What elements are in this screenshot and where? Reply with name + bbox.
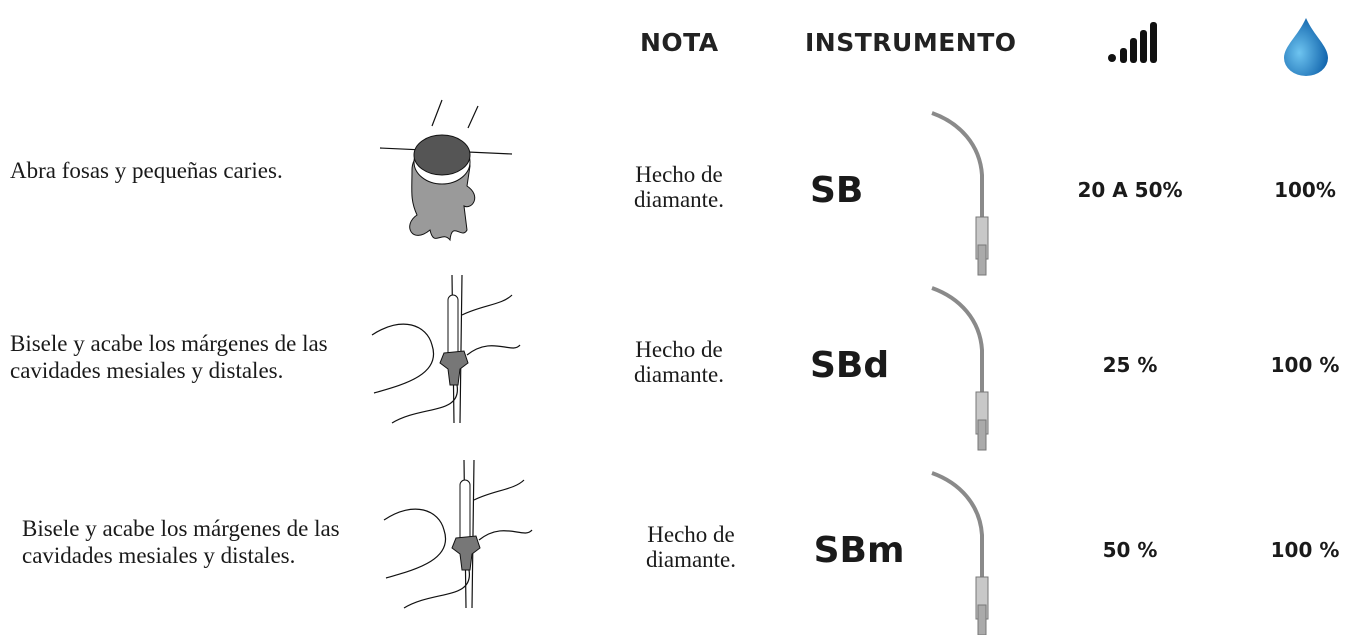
procedure-illustration — [383, 459, 533, 609]
header-note: NOTA — [640, 28, 719, 57]
header-instrument: INSTRUMENTO — [805, 28, 1017, 57]
row-instrument: SB — [810, 170, 864, 211]
water-icon — [1284, 18, 1328, 76]
row-instrument: SBm — [813, 530, 905, 571]
row-water: 100 % — [1270, 538, 1340, 562]
instrument-image — [931, 111, 989, 276]
instrument-image — [931, 471, 989, 635]
row-note: Hecho de diamante. — [633, 162, 725, 212]
row-note: Hecho de diamante. — [633, 337, 725, 387]
row-instrument: SBd — [810, 345, 890, 386]
procedure-illustration — [379, 99, 513, 242]
row-description: Bisele y acabe los márgenes de las cavid… — [22, 516, 340, 568]
row-power: 20 A 50% — [1077, 178, 1183, 202]
power-icon — [1108, 22, 1157, 63]
procedure-illustration — [371, 274, 521, 424]
row-description: Bisele y acabe los márgenes de las cavid… — [10, 331, 328, 383]
row-note: Hecho de diamante. — [645, 522, 737, 572]
row-power: 25 % — [1102, 353, 1158, 377]
row-water: 100% — [1274, 178, 1336, 202]
row-power: 50 % — [1102, 538, 1158, 562]
instrument-image — [931, 286, 989, 451]
row-water: 100 % — [1270, 353, 1340, 377]
row-description: Abra fosas y pequeñas caries. — [10, 158, 283, 183]
